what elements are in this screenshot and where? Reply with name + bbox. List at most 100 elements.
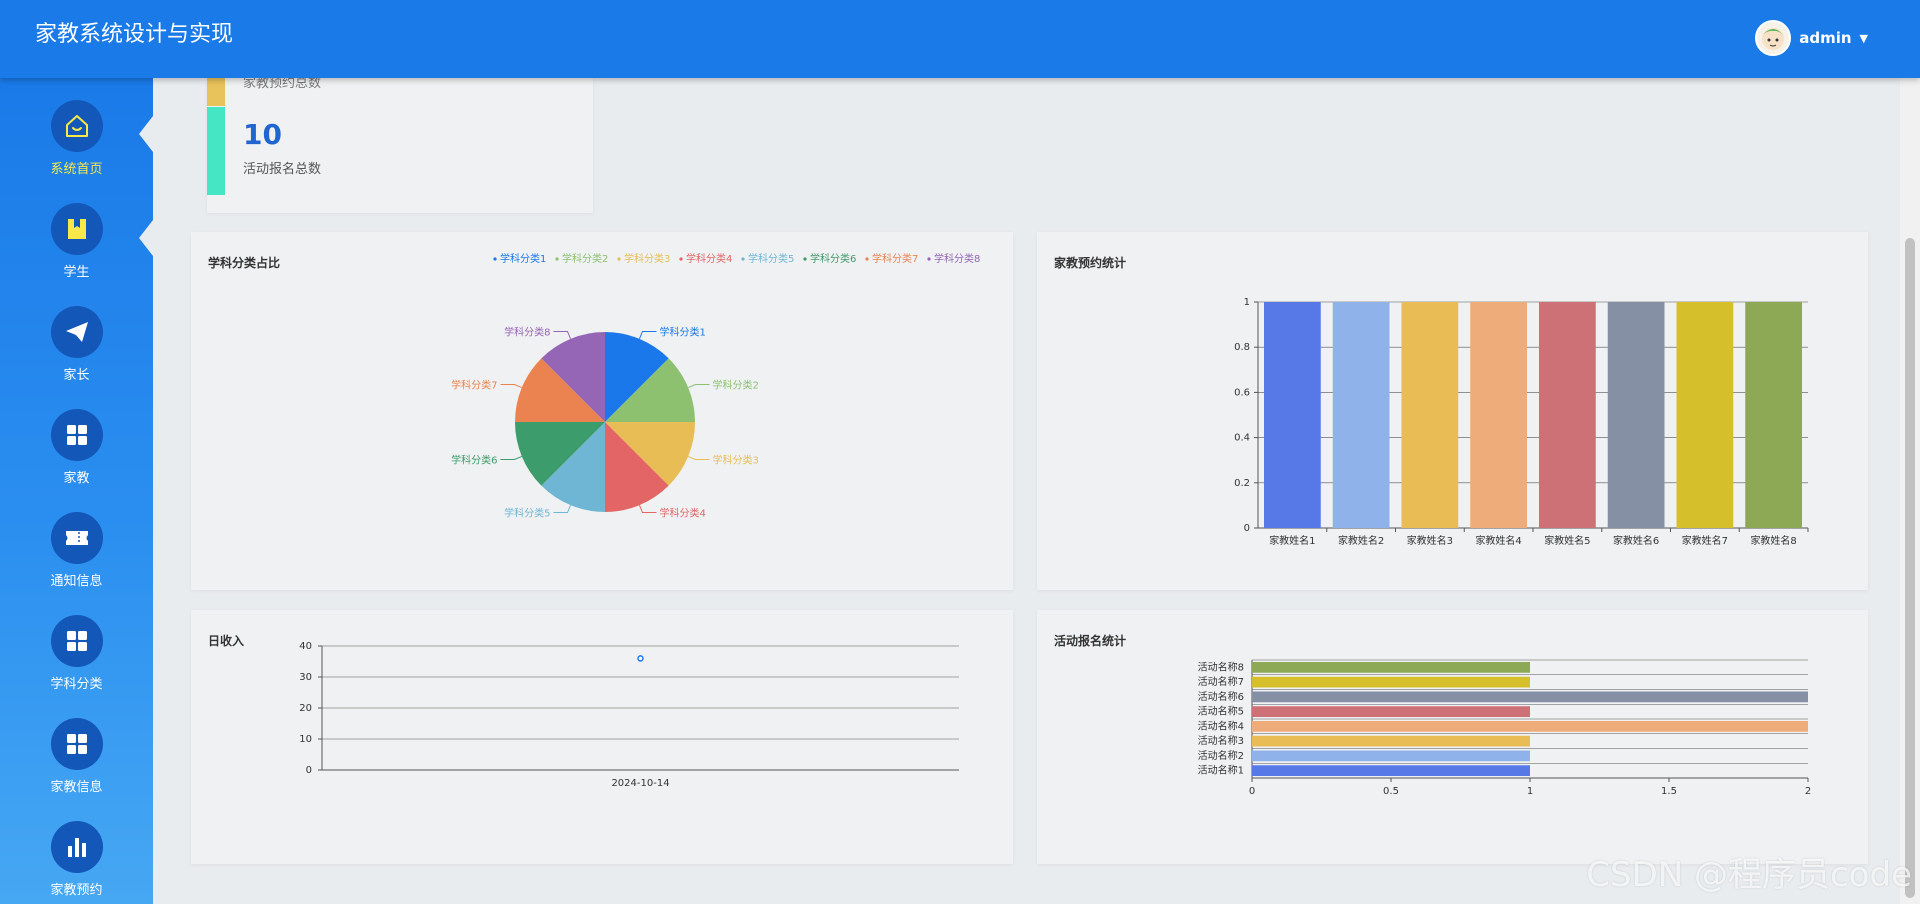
grid-icon (66, 631, 87, 651)
legend-entry: 学科分类1 (500, 252, 546, 265)
app-title: 家教系统设计与实现 (35, 22, 234, 47)
book-icon (67, 219, 86, 239)
y-tick-label: 活动名称7 (1198, 675, 1244, 688)
pie-label: 学科分类5 (504, 507, 550, 520)
y-tick-label: 0 (306, 765, 312, 776)
subject-pie-card: 学科分类占比 学科分类8 学科分类7 学科分类6 学科分类5 学科分类4 学科分类3 学科分… (191, 232, 1013, 590)
legend-entry: 学科分类4 (686, 252, 732, 265)
sidebar-item-parents[interactable]: 家长 (0, 306, 153, 406)
x-tick-label: 家教姓名7 (1682, 534, 1728, 547)
user-menu[interactable]: admin ▼ (1755, 20, 1868, 56)
pie-label-line (687, 455, 710, 461)
pie-slice (541, 422, 605, 512)
pie-slice (541, 332, 605, 422)
scatter-chart: 0 10 20 30 40 2024-10-14 (299, 641, 959, 789)
pie-slice (605, 422, 669, 512)
x-tick-label: 家教姓名8 (1750, 534, 1796, 547)
sidebar-item-label: 家教 (63, 471, 90, 486)
sidebar-item-label: 通知信息 (50, 574, 103, 589)
pie-slice (515, 358, 605, 422)
stat-value: 10 (243, 118, 282, 151)
sidebar-item-label: 家教预约 (50, 883, 103, 898)
income-chart-card: 日收入 0 10 20 30 40 2024-10-14 (191, 610, 1013, 864)
booking-bar-card: 家教预约统计 0 0.2 0.4 0.6 0.8 1 家教姓名1 家教姓名2 家教姓名3 家教姓名… (1037, 232, 1868, 590)
avatar-image-icon (1762, 28, 1785, 50)
page-scrollbar[interactable] (1900, 78, 1920, 904)
x-tick-label: 2 (1805, 786, 1811, 797)
bar (1252, 706, 1530, 717)
bar (1252, 750, 1530, 762)
pie-label-line (553, 330, 572, 340)
sidebar-item-notices[interactable]: 通知信息 (0, 512, 153, 612)
sidebar-item-label: 学生 (63, 265, 90, 280)
top-header: 家教系统设计与实现 admin ▼ (0, 0, 1920, 78)
legend-marker (741, 257, 745, 261)
y-tick-label: 活动名称6 (1198, 690, 1244, 703)
pie-label: 学科分类4 (660, 507, 706, 520)
active-indicator (139, 116, 153, 152)
pie-label-line (553, 504, 572, 514)
bar (1676, 302, 1734, 528)
sidebar-item-students[interactable]: 学生 (0, 203, 153, 303)
sidebar-item-label: 学科分类 (50, 677, 103, 692)
pie-label-line (500, 383, 523, 389)
x-tick-label: 1.5 (1661, 786, 1677, 797)
sidebar-item-bookings[interactable]: 家教预约 (0, 821, 153, 904)
pie-slice (605, 358, 695, 422)
stat-label: 活动报名总数 (243, 162, 322, 177)
x-tick-label: 家教姓名6 (1613, 534, 1659, 547)
bar (1264, 302, 1321, 528)
legend-marker (617, 257, 621, 261)
x-tick-label: 1 (1527, 786, 1533, 797)
bar (1745, 302, 1802, 528)
legend-entry: 学科分类8 (934, 252, 980, 265)
sidebar-item-tutors[interactable]: 家教 (0, 409, 153, 509)
x-tick-label: 家教姓名4 (1475, 534, 1521, 547)
pie-slice (605, 332, 669, 422)
legend-marker (493, 257, 497, 261)
sidebar-item-label: 家教信息 (50, 780, 103, 795)
grid-icon (66, 734, 87, 754)
stat-label-previous: 家教预约总数 (243, 76, 322, 91)
avatar[interactable] (1755, 20, 1792, 56)
y-tick-label: 1 (1244, 297, 1250, 308)
bar-chart-icon (67, 838, 86, 857)
y-tick-label: 30 (299, 672, 312, 683)
bar (1252, 721, 1808, 732)
username[interactable]: admin (1799, 29, 1852, 47)
y-tick-label: 0.8 (1234, 342, 1250, 353)
scrollbar-thumb[interactable] (1905, 238, 1915, 898)
home-icon (65, 115, 88, 137)
chart-title: 日收入 (208, 634, 245, 648)
y-tick-label: 40 (299, 641, 312, 652)
sidebar-item-tutor-info[interactable]: 家教信息 (0, 718, 153, 818)
chevron-down-icon[interactable]: ▼ (1859, 31, 1868, 45)
legend-marker (865, 257, 869, 261)
bar (1252, 691, 1808, 703)
y-tick-label: 0.2 (1234, 478, 1250, 489)
bar (1607, 302, 1665, 528)
data-point (637, 655, 644, 662)
pie-label: 学科分类7 (451, 378, 497, 391)
pie-slice (605, 422, 695, 486)
bar (1252, 676, 1530, 688)
pie-label: 学科分类3 (713, 454, 759, 467)
pie-label: 学科分类1 (660, 325, 706, 338)
legend-marker (555, 257, 559, 261)
y-tick-label: 10 (299, 734, 312, 745)
legend-marker (927, 257, 931, 261)
y-tick-label: 活动名称5 (1198, 705, 1244, 718)
y-tick-label: 活动名称2 (1198, 749, 1244, 762)
stat-color-bar (207, 78, 225, 106)
legend-marker (803, 257, 807, 261)
sidebar-item-home[interactable]: 系统首页 (0, 100, 153, 200)
x-tick-label: 2024-10-14 (611, 778, 669, 789)
paper-plane-icon (65, 322, 88, 342)
legend-entry: 学科分类6 (810, 252, 856, 265)
sidebar-item-subjects[interactable]: 学科分类 (0, 615, 153, 715)
bar (1401, 302, 1459, 528)
sidebar-item-label: 家长 (63, 368, 90, 383)
hover-indicator (139, 220, 153, 256)
bar-chart: 0 0.2 0.4 0.6 0.8 1 家教姓名1 家教姓名2 家教姓名3 家教姓名4 家教姓名5 家… (1234, 297, 1809, 547)
bar (1332, 302, 1390, 528)
